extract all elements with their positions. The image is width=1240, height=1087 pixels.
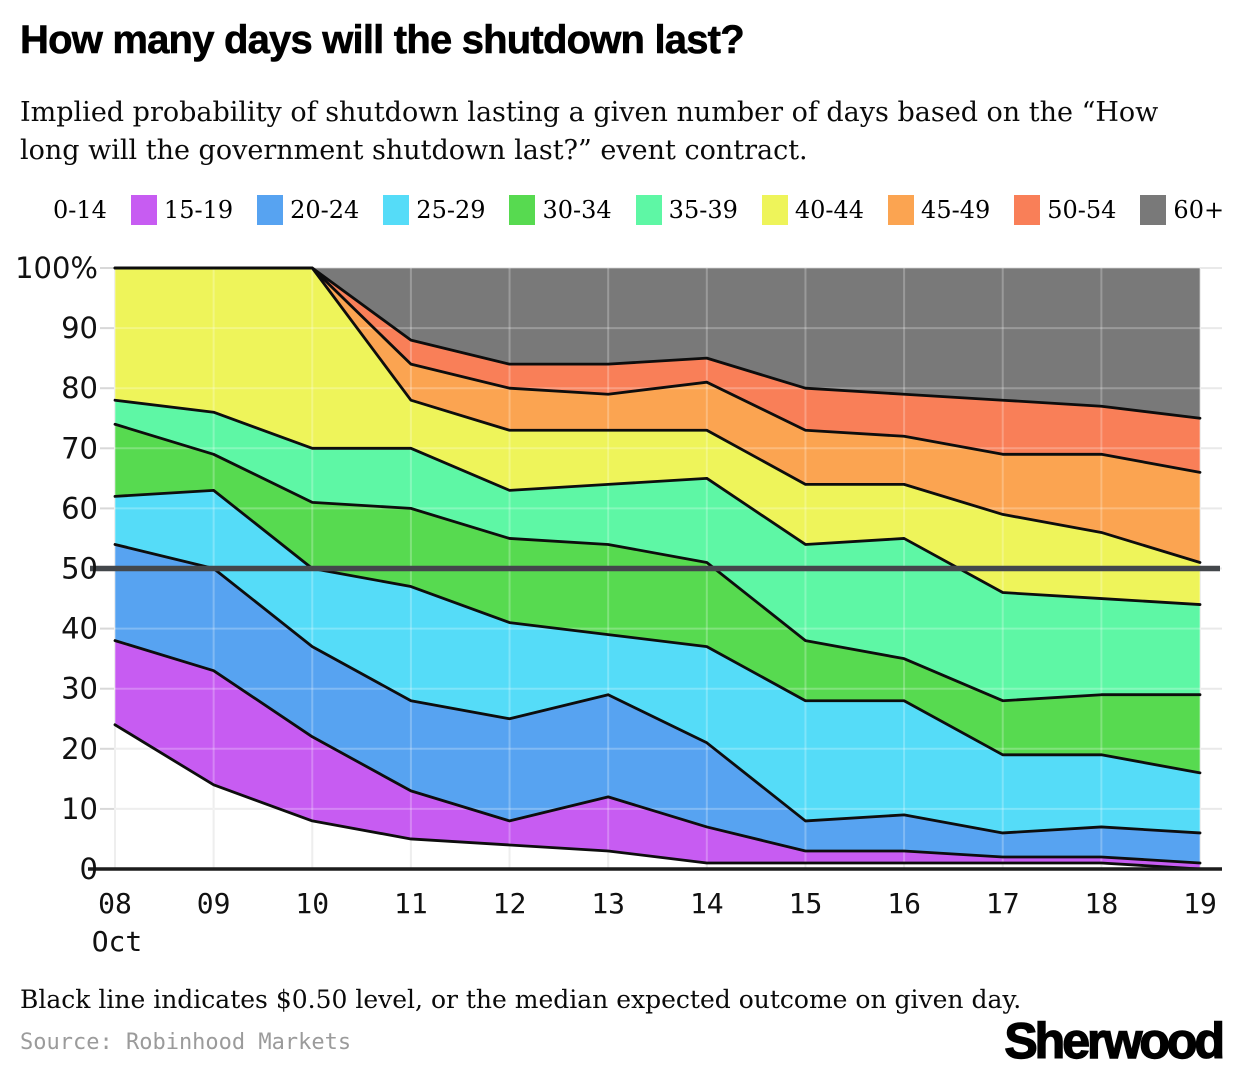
y-tick-label: 40: [61, 612, 98, 646]
x-tick-labels: 08 09 10 11 12 13 14 15 16 17 18 19 Oct: [92, 887, 1217, 958]
sherwood-logo: Sherwood: [1004, 1012, 1226, 1069]
legend-item-50-54: 50-54: [1014, 195, 1116, 225]
legend-item-35-39: 35-39: [635, 195, 738, 225]
legend-swatch: [257, 195, 284, 225]
x-tick-label: 16: [887, 887, 921, 920]
legend-label: 40-44: [794, 196, 865, 224]
band-40-44: [115, 268, 1200, 605]
y-tick-label: 0: [80, 852, 98, 886]
band-15-19: [115, 640, 1200, 869]
x-tick-label: 08: [98, 887, 132, 920]
band-30-34: [115, 424, 1200, 773]
legend-label: 60+: [1173, 196, 1225, 224]
outline-15-19: [113, 639, 1202, 865]
x-tick-label: 14: [690, 887, 724, 920]
x-tick-label: 13: [591, 887, 625, 920]
y-tick-label: 10: [61, 792, 98, 826]
x-tick-label: 10: [295, 887, 329, 920]
band-50-54: [115, 268, 1200, 473]
x-tick-label: 15: [789, 887, 823, 920]
outline-35-39: [113, 398, 1202, 606]
legend-swatch: [1014, 195, 1041, 225]
y-tick-label: 60: [61, 491, 98, 525]
outline-20-24: [113, 543, 1202, 835]
legend-item-45-49: 45-49: [888, 195, 990, 225]
x-tick-label: 19: [1183, 887, 1217, 920]
y-tick-label: 80: [61, 371, 98, 405]
chart-legend: 0-14 15-19 20-24 25-29 30-34 35-39 40-44 45-49 5…: [53, 193, 1224, 227]
legend-item-60+: 60+: [1140, 195, 1224, 225]
y-tick-label: 20: [61, 732, 98, 766]
legend-label: 50-54: [1047, 196, 1117, 224]
legend-label: 45-49: [921, 196, 991, 224]
legend-item-40-44: 40-44: [761, 195, 865, 225]
x-tick-label: 18: [1085, 887, 1119, 920]
y-tick-label: 100%: [15, 251, 98, 285]
legend-swatch: [1140, 195, 1167, 225]
outline-30-34: [113, 422, 1202, 703]
outline-25-29: [113, 488, 1202, 775]
x-tick-label: 11: [394, 887, 428, 920]
y-tick-labels: 0 10 20 30 40 50 60 70 80 90 100%: [15, 251, 98, 886]
legend-swatch: [635, 195, 662, 225]
x-tick-label: 17: [986, 887, 1020, 920]
legend-label: 35-39: [668, 196, 738, 224]
legend-label: 0-14: [53, 196, 107, 224]
source-credit: Source: Robinhood Markets: [20, 1030, 352, 1055]
band-outlines: [113, 266, 1202, 871]
outline-0-14: [113, 723, 1202, 871]
legend-swatch: [509, 195, 536, 225]
month-label: Oct: [92, 925, 143, 958]
legend-item-30-34: 30-34: [509, 195, 612, 225]
y-tick-label: 90: [61, 311, 98, 345]
legend-label: 15-19: [163, 196, 234, 224]
x-tick-label: 09: [197, 887, 231, 920]
legend-label: 25-29: [416, 196, 486, 224]
x-tick-label: 12: [493, 887, 527, 920]
y-tick-label: 30: [61, 672, 98, 706]
legend-label: 30-34: [542, 196, 612, 224]
legend-swatch: [130, 195, 157, 225]
band-35-39: [115, 400, 1200, 701]
legend-item-20-24: 20-24: [257, 195, 359, 225]
y-tick-label: 70: [61, 431, 98, 465]
legend-swatch: [761, 195, 788, 225]
band-60+: [115, 268, 1200, 419]
legend-item-15-19: 15-19: [130, 195, 234, 225]
chart-subtitle: Implied probability of shutdown lasting …: [20, 97, 1159, 166]
band-25-29: [115, 490, 1200, 833]
legend-item-0-14: 0-14: [53, 196, 107, 224]
band-20-24: [115, 544, 1200, 863]
legend-label: 20-24: [290, 196, 360, 224]
chart-footnote: Black line indicates $0.50 level, or the…: [20, 985, 1022, 1014]
legend-swatch: [888, 195, 915, 225]
outline-50-54: [113, 266, 1202, 420]
page-title: How many days will the shutdown last?: [20, 18, 745, 63]
legend-item-25-29: 25-29: [383, 195, 485, 225]
legend-swatch: [383, 195, 410, 225]
grid-overlay: [114, 267, 1201, 870]
y-tick-label: 50: [61, 552, 98, 586]
